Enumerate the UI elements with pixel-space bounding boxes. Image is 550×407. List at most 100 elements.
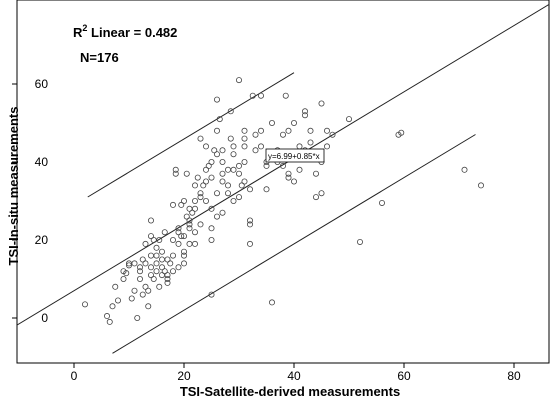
data-point [235,194,242,201]
data-point [227,108,234,115]
data-point [147,264,154,271]
data-point [126,262,133,269]
equation-box: y=6.99+0.85*x [265,148,325,163]
lower-bound-line [112,134,476,354]
data-point [142,260,149,267]
y-tick-label: 40 [35,155,49,169]
y-tick-label: 20 [35,233,49,247]
data-point [134,314,141,321]
data-point [106,318,113,325]
data-point [197,190,204,197]
data-point [180,233,187,240]
data-point [213,151,220,158]
data-point [147,233,154,240]
data-point [268,299,275,306]
axis-ticks: 0 20 40 60 80 0 20 40 60 [12,77,521,383]
data-point [230,143,237,150]
data-point [178,233,185,240]
data-point [230,166,237,173]
data-point [136,268,143,275]
data-point [142,240,149,247]
x-tick-label: 80 [507,369,521,383]
data-point [285,127,292,134]
data-point [249,92,256,99]
data-point [131,287,138,294]
data-point [398,129,405,136]
data-point [123,270,130,277]
data-point [164,275,171,282]
data-point [241,135,248,142]
data-point [136,264,143,271]
y-tick-label: 0 [41,311,48,325]
data-point [312,170,319,177]
x-tick-label: 40 [287,369,301,383]
data-point [147,272,154,279]
data-point [169,201,176,208]
data-point [202,143,209,150]
data-point [208,225,215,232]
data-point [208,174,215,181]
data-point [205,162,212,169]
data-point [257,92,264,99]
data-point [345,116,352,123]
data-point [213,213,220,220]
data-point [164,279,171,286]
data-point [183,213,190,220]
data-point [224,182,231,189]
data-point [216,116,223,123]
data-point [241,178,248,185]
data-point [175,264,182,271]
data-point [235,162,242,169]
data-point [235,170,242,177]
data-point [169,252,176,259]
y-axis-label: TSI-In-situ measurements [6,107,21,266]
data-point [112,283,119,290]
data-point [252,147,259,154]
data-point [142,283,149,290]
plot-frame [16,0,550,364]
data-point [145,303,152,310]
data-point [183,170,190,177]
data-point [109,303,116,310]
data-point [323,127,330,134]
data-point [197,221,204,228]
data-point [158,264,165,271]
data-point [285,170,292,177]
data-point [477,182,484,189]
data-point [139,256,146,263]
data-point [169,268,176,275]
data-point [161,268,168,275]
data-point [186,221,193,228]
data-point [175,240,182,247]
data-point [202,197,209,204]
data-point [120,275,127,282]
sample-size-label: N=176 [80,50,119,65]
data-point [230,197,237,204]
data-point [180,252,187,259]
data-point [180,248,187,255]
data-point [238,182,245,189]
data-point [169,236,176,243]
data-point [153,244,160,251]
data-point [172,170,179,177]
data-point [219,158,226,165]
data-point [208,291,215,298]
data-point [208,158,215,165]
data-point [167,260,174,267]
data-point [191,182,198,189]
data-point [158,248,165,255]
data-point [378,199,385,206]
data-point [224,190,231,197]
data-point [301,112,308,119]
data-point [213,190,220,197]
data-point [191,240,198,247]
data-point [252,131,259,138]
data-point [180,197,187,204]
data-point [164,256,171,263]
data-point [153,260,160,267]
data-point [164,272,171,279]
data-point [241,158,248,165]
data-point [257,127,264,134]
data-point [197,135,204,142]
data-point [156,283,163,290]
